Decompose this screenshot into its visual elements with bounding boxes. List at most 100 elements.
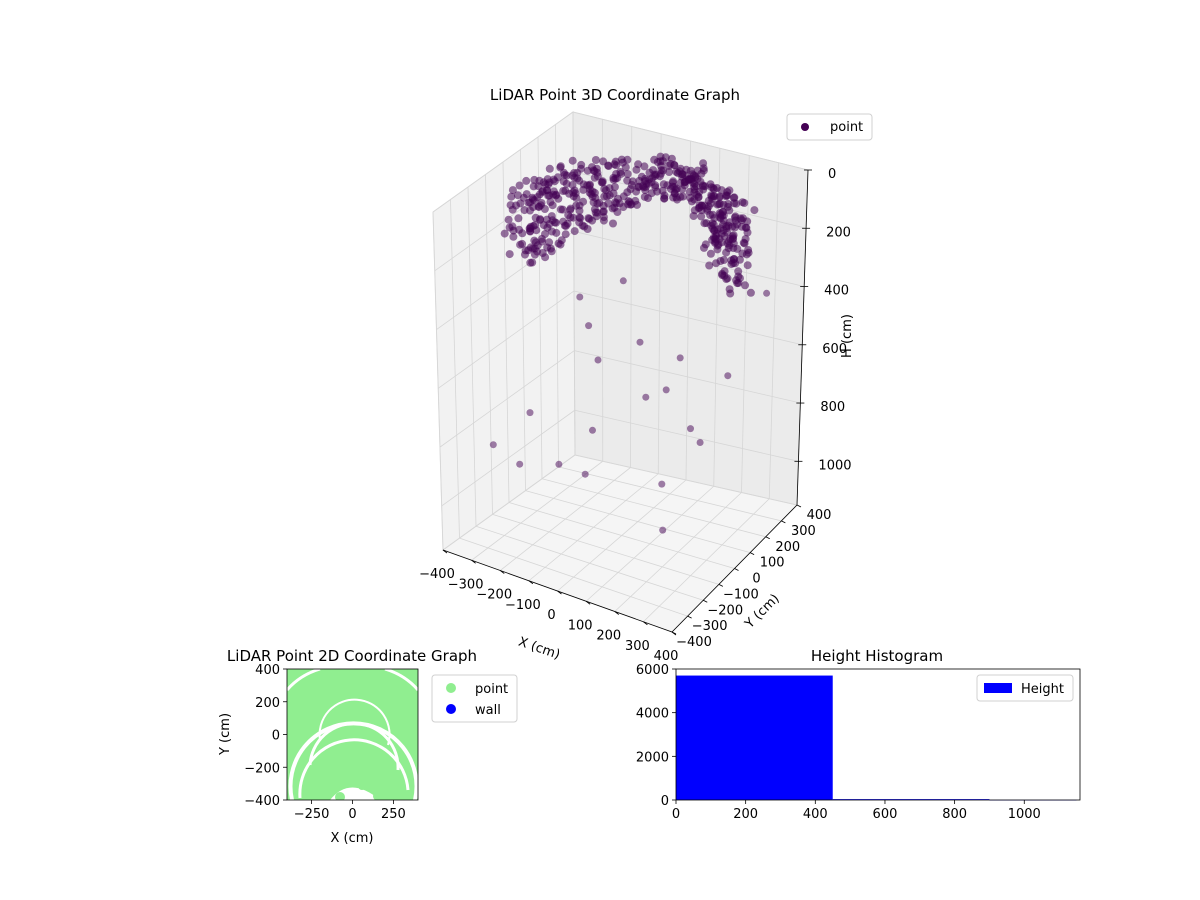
grid-back-horizontal (573, 290, 803, 346)
outlier-point-3d (658, 480, 666, 488)
legend-histogram: Height (976, 674, 1074, 702)
point-3d (625, 198, 634, 207)
grid-floor-x (585, 485, 715, 602)
y-tick-label-2d: 400 (255, 663, 280, 678)
point-3d (559, 168, 568, 177)
legend-2d: point wall (431, 674, 518, 723)
point-3d (740, 199, 749, 207)
point-3d (743, 261, 752, 270)
point-3d (593, 172, 602, 181)
point-3d (670, 161, 679, 170)
grid-left-horizontal (432, 111, 574, 213)
point-3d (678, 172, 687, 181)
ring-2 (298, 738, 410, 799)
point-3d (599, 157, 608, 166)
x-tick-mark-3d (442, 549, 448, 554)
x-tick-mark-3d (585, 600, 591, 605)
y-tick-label-3d: −300 (692, 619, 728, 634)
point-3d (640, 162, 649, 171)
y-tick-label-2d: 0 (272, 729, 280, 744)
point-3d (504, 215, 513, 224)
point-3d (738, 222, 746, 231)
x-tick-label-3d: −200 (476, 588, 512, 603)
point-3d (599, 207, 607, 216)
z-tick-label-3d: 400 (824, 284, 849, 299)
point-3d (536, 201, 545, 210)
outlier-point-3d (676, 354, 684, 362)
z-tick-label-3d: 800 (820, 400, 845, 415)
ring-4 (318, 698, 391, 746)
x-tick-label-2d: −250 (294, 807, 330, 822)
point-3d (623, 155, 632, 164)
point-3d (722, 191, 731, 200)
point-3d (715, 234, 724, 243)
legend-3d-marker-point (801, 123, 809, 131)
grid-back-horizontal (574, 409, 799, 462)
histogram-x-tick-label: 200 (733, 807, 758, 822)
point-3d (522, 176, 531, 185)
point-3d (604, 199, 613, 208)
point-3d (732, 276, 741, 285)
grid-floor-y (541, 478, 766, 538)
legend-2d-label-wall: wall (475, 703, 501, 718)
point-3d (507, 192, 516, 201)
point-3d (585, 214, 594, 223)
histogram-bars (676, 675, 1077, 801)
y-tick-label-2d: −400 (244, 794, 280, 809)
x-tick-label-3d: −100 (505, 598, 541, 613)
point-3d (702, 219, 711, 228)
point-3d (549, 187, 558, 196)
point-3d (514, 214, 523, 223)
x-tick-mark-3d (528, 580, 534, 585)
point-3d (715, 192, 724, 201)
legend-2d-marker-point (446, 683, 456, 693)
point-3d (528, 258, 537, 267)
point-3d (660, 194, 669, 203)
point-3d (568, 156, 577, 165)
point-3d (665, 168, 674, 176)
point-3d (712, 184, 721, 192)
point-3d (689, 212, 698, 220)
point-3d (733, 244, 742, 253)
point-3d (706, 211, 715, 219)
legend-2d-label-point: point (475, 682, 508, 697)
outlier-point-3d (763, 289, 771, 297)
legend-3d-label-point: point (830, 120, 863, 135)
grid-back-vertical (768, 162, 780, 499)
x-tick-label-3d: 200 (596, 629, 621, 644)
outlier-point-3d (555, 460, 563, 468)
point-3d (556, 240, 565, 249)
point-3d (508, 186, 517, 195)
y-tick-label-3d: 0 (752, 572, 760, 587)
histogram-frame (675, 668, 1081, 801)
point-3d (716, 199, 724, 208)
plot-2d-blobs (335, 782, 394, 800)
y-tick-mark-3d (765, 536, 770, 540)
point-3d (613, 208, 622, 216)
y-axis-label-2d: Y (cm) (218, 713, 233, 756)
outlier-point-3d (594, 356, 602, 364)
x-tick-label-2d: 250 (381, 807, 406, 822)
z-tick-label-3d: 1000 (818, 458, 851, 473)
point-3d (696, 177, 705, 186)
point-3d (509, 232, 518, 241)
point-3d (729, 231, 738, 240)
grid-left-vertical (467, 186, 477, 527)
point-3d (706, 180, 715, 189)
y-tick-mark-3d (796, 504, 802, 508)
y-tick-label-3d: 100 (760, 556, 785, 571)
histogram-title: Height Histogram (811, 647, 943, 665)
x-tick-label-3d: −300 (448, 577, 484, 592)
point-3d (739, 238, 748, 247)
point-3d (566, 206, 575, 215)
histogram-x-tick-label: 1000 (1008, 807, 1041, 822)
point-3d (705, 261, 714, 270)
point-3d (519, 193, 528, 202)
z-axis-label-3d: H (cm) (840, 314, 855, 358)
point-3d (518, 229, 527, 238)
blob (358, 782, 366, 790)
point-3d (641, 182, 650, 191)
point-3d (548, 201, 557, 210)
y-tick-label-3d: 300 (791, 524, 816, 539)
point-3d (536, 215, 545, 224)
